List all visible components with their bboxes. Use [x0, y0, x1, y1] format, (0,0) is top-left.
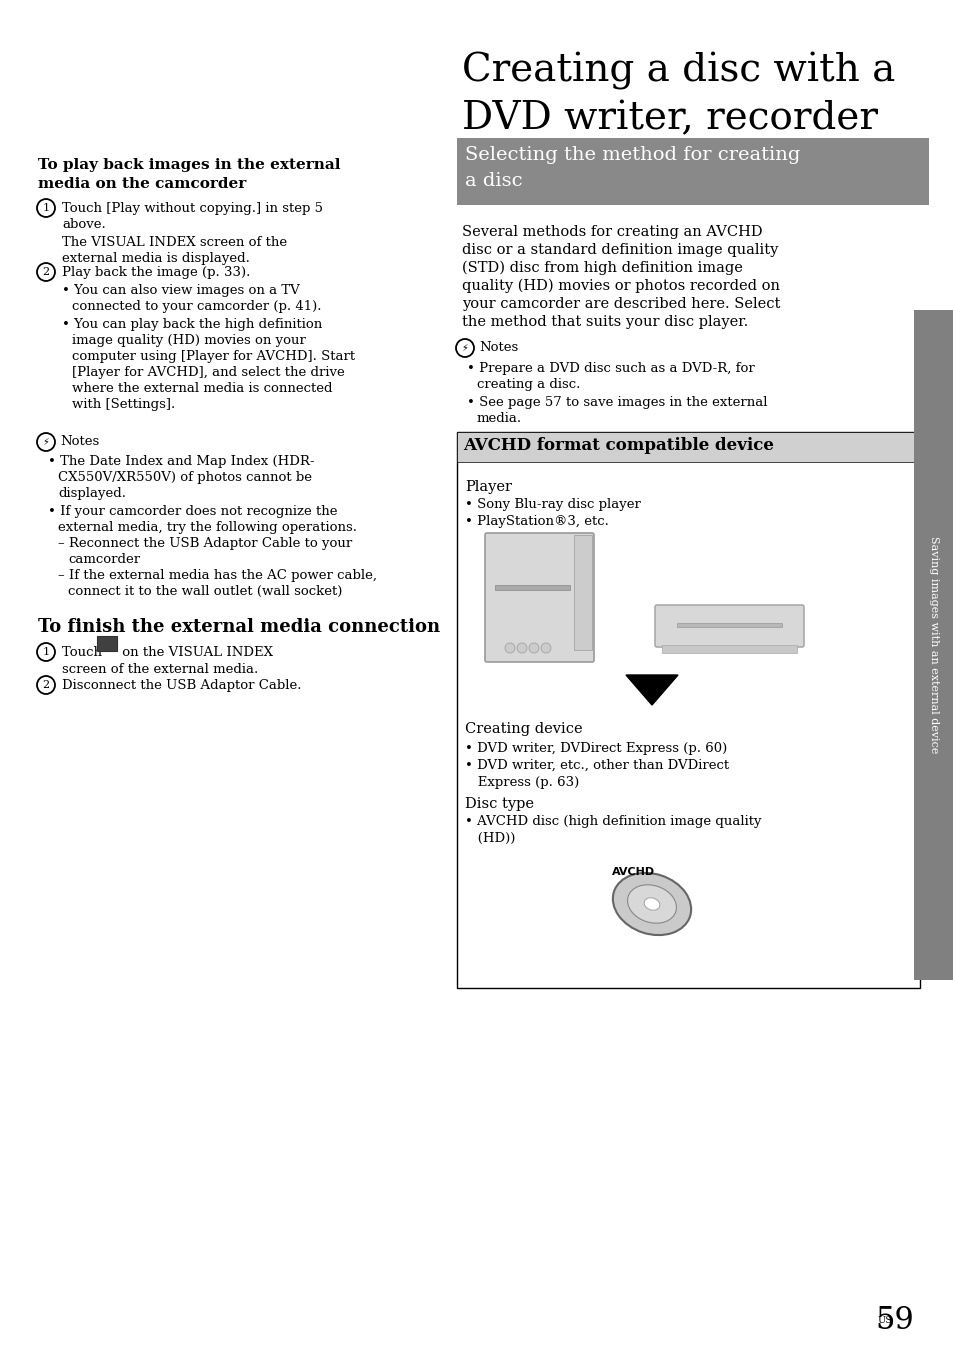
Circle shape — [529, 643, 538, 653]
FancyBboxPatch shape — [495, 585, 569, 590]
Text: 1: 1 — [42, 647, 50, 657]
Text: Disconnect the USB Adaptor Cable.: Disconnect the USB Adaptor Cable. — [62, 678, 301, 692]
Text: Touch: Touch — [62, 646, 106, 660]
Text: connect it to the wall outlet (wall socket): connect it to the wall outlet (wall sock… — [68, 585, 342, 598]
Text: 2: 2 — [42, 680, 50, 689]
Text: Express (p. 63): Express (p. 63) — [464, 776, 578, 788]
Text: Saving images with an external device: Saving images with an external device — [928, 536, 938, 753]
FancyBboxPatch shape — [574, 535, 592, 650]
Polygon shape — [625, 674, 678, 706]
Text: the method that suits your disc player.: the method that suits your disc player. — [461, 315, 747, 328]
Text: disc or a standard definition image quality: disc or a standard definition image qual… — [461, 243, 778, 256]
Text: displayed.: displayed. — [58, 487, 126, 499]
Text: To finish the external media connection: To finish the external media connection — [38, 617, 439, 636]
Text: Notes: Notes — [60, 436, 99, 448]
Text: computer using [Player for AVCHD]. Start: computer using [Player for AVCHD]. Start — [71, 350, 355, 364]
FancyBboxPatch shape — [456, 432, 919, 988]
FancyBboxPatch shape — [913, 309, 953, 980]
FancyBboxPatch shape — [456, 432, 919, 461]
Text: Disc type: Disc type — [464, 797, 534, 811]
Text: ⚡: ⚡ — [43, 437, 50, 446]
Text: external media, try the following operations.: external media, try the following operat… — [58, 521, 356, 535]
Text: creating a disc.: creating a disc. — [476, 379, 579, 391]
Text: with [Settings].: with [Settings]. — [71, 398, 175, 411]
FancyBboxPatch shape — [97, 636, 117, 651]
Text: • AVCHD disc (high definition image quality: • AVCHD disc (high definition image qual… — [464, 816, 760, 828]
Text: – If the external media has the AC power cable,: – If the external media has the AC power… — [58, 569, 376, 582]
Text: connected to your camcorder (p. 41).: connected to your camcorder (p. 41). — [71, 300, 321, 313]
Text: camcorder: camcorder — [68, 554, 140, 566]
Text: (HD)): (HD)) — [464, 832, 515, 845]
Text: US: US — [877, 1316, 892, 1324]
Text: • DVD writer, etc., other than DVDirect: • DVD writer, etc., other than DVDirect — [464, 759, 728, 772]
Text: 2: 2 — [42, 267, 50, 277]
Circle shape — [37, 199, 55, 217]
Text: CX550V/XR550V) of photos cannot be: CX550V/XR550V) of photos cannot be — [58, 471, 312, 484]
Text: To play back images in the external: To play back images in the external — [38, 157, 340, 172]
Text: Play back the image (p. 33).: Play back the image (p. 33). — [62, 266, 250, 280]
Text: • If your camcorder does not recognize the: • If your camcorder does not recognize t… — [48, 505, 337, 518]
Text: above.: above. — [62, 218, 106, 231]
Text: Player: Player — [464, 480, 512, 494]
Text: your camcorder are described here. Select: your camcorder are described here. Selec… — [461, 297, 780, 311]
Text: • The Date Index and Map Index (HDR-: • The Date Index and Map Index (HDR- — [48, 455, 314, 468]
FancyBboxPatch shape — [677, 623, 781, 627]
Text: Notes: Notes — [478, 341, 517, 354]
Text: Creating a disc with a: Creating a disc with a — [461, 52, 895, 90]
Text: ⚡: ⚡ — [461, 343, 468, 353]
Text: [Player for AVCHD], and select the drive: [Player for AVCHD], and select the drive — [71, 366, 344, 379]
FancyBboxPatch shape — [655, 605, 803, 647]
Text: image quality (HD) movies on your: image quality (HD) movies on your — [71, 334, 306, 347]
Text: quality (HD) movies or photos recorded on: quality (HD) movies or photos recorded o… — [461, 280, 780, 293]
Text: • DVD writer, DVDirect Express (p. 60): • DVD writer, DVDirect Express (p. 60) — [464, 742, 726, 754]
Text: where the external media is connected: where the external media is connected — [71, 383, 333, 395]
Text: media on the camcorder: media on the camcorder — [38, 176, 246, 191]
Text: • Sony Blu-ray disc player: • Sony Blu-ray disc player — [464, 498, 640, 512]
Text: external media is displayed.: external media is displayed. — [62, 252, 250, 265]
Circle shape — [504, 643, 515, 653]
Circle shape — [37, 433, 55, 451]
Text: a disc: a disc — [464, 172, 522, 190]
Circle shape — [456, 339, 474, 357]
Text: (STD) disc from high definition image: (STD) disc from high definition image — [461, 261, 742, 275]
Text: • PlayStation®3, etc.: • PlayStation®3, etc. — [464, 516, 608, 528]
Text: • You can also view images on a TV: • You can also view images on a TV — [62, 284, 299, 297]
FancyBboxPatch shape — [484, 533, 594, 662]
FancyBboxPatch shape — [661, 645, 796, 653]
Circle shape — [37, 263, 55, 281]
Text: Selecting the method for creating: Selecting the method for creating — [464, 147, 800, 164]
Text: screen of the external media.: screen of the external media. — [62, 664, 258, 676]
Ellipse shape — [612, 873, 690, 935]
Text: Creating device: Creating device — [464, 722, 582, 735]
Text: • You can play back the high definition: • You can play back the high definition — [62, 318, 322, 331]
Circle shape — [540, 643, 551, 653]
Ellipse shape — [627, 885, 676, 923]
Text: • See page 57 to save images in the external: • See page 57 to save images in the exte… — [467, 396, 767, 408]
Circle shape — [37, 643, 55, 661]
Text: The VISUAL INDEX screen of the: The VISUAL INDEX screen of the — [62, 236, 287, 248]
Text: Touch [Play without copying.] in step 5: Touch [Play without copying.] in step 5 — [62, 202, 323, 214]
Circle shape — [517, 643, 526, 653]
Ellipse shape — [643, 898, 659, 911]
Text: DVD writer, recorder: DVD writer, recorder — [461, 100, 877, 137]
Text: 59: 59 — [875, 1305, 913, 1337]
Text: on the VISUAL INDEX: on the VISUAL INDEX — [118, 646, 273, 660]
Text: AVCHD format compatible device: AVCHD format compatible device — [462, 437, 773, 455]
Text: • Prepare a DVD disc such as a DVD-R, for: • Prepare a DVD disc such as a DVD-R, fo… — [467, 362, 754, 375]
Circle shape — [37, 676, 55, 693]
Text: – Reconnect the USB Adaptor Cable to your: – Reconnect the USB Adaptor Cable to you… — [58, 537, 352, 550]
Text: media.: media. — [476, 413, 521, 425]
Text: AVCHD: AVCHD — [612, 867, 655, 877]
FancyBboxPatch shape — [456, 138, 928, 205]
Text: 1: 1 — [42, 204, 50, 213]
Text: Several methods for creating an AVCHD: Several methods for creating an AVCHD — [461, 225, 761, 239]
